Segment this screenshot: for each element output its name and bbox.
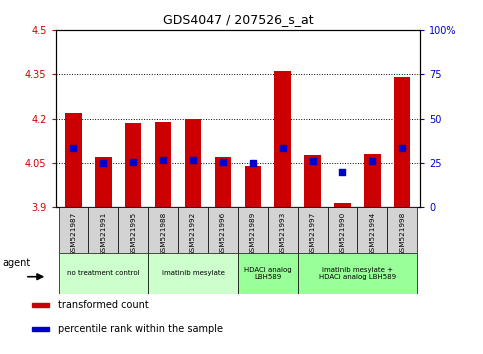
Text: percentile rank within the sample: percentile rank within the sample	[58, 324, 223, 334]
Bar	[32, 303, 49, 307]
FancyBboxPatch shape	[208, 207, 238, 253]
FancyBboxPatch shape	[298, 207, 327, 253]
Bar	[364, 154, 381, 207]
Bar	[185, 119, 201, 207]
FancyBboxPatch shape	[88, 207, 118, 253]
Bar	[244, 166, 261, 207]
Text: no treatment control: no treatment control	[67, 270, 140, 276]
Bar	[65, 113, 82, 207]
FancyBboxPatch shape	[238, 207, 268, 253]
Point	[249, 160, 256, 166]
FancyBboxPatch shape	[268, 207, 298, 253]
Text: agent: agent	[3, 258, 31, 268]
Text: GSM521991: GSM521991	[100, 212, 106, 256]
Text: GSM521998: GSM521998	[399, 212, 405, 256]
Point	[129, 159, 137, 165]
Bar	[95, 157, 112, 207]
Point	[99, 160, 107, 166]
Point	[309, 159, 316, 164]
Point	[369, 159, 376, 164]
FancyBboxPatch shape	[298, 253, 417, 294]
FancyBboxPatch shape	[357, 207, 387, 253]
Point	[159, 157, 167, 163]
Bar	[155, 121, 171, 207]
Point	[219, 159, 227, 165]
Text: GSM521996: GSM521996	[220, 212, 226, 256]
Text: HDACi analog
LBH589: HDACi analog LBH589	[244, 267, 292, 280]
Text: GSM521994: GSM521994	[369, 212, 375, 256]
Bar	[304, 155, 321, 207]
FancyBboxPatch shape	[387, 207, 417, 253]
Text: GSM521993: GSM521993	[280, 212, 286, 256]
FancyBboxPatch shape	[58, 253, 148, 294]
Bar	[334, 202, 351, 207]
FancyBboxPatch shape	[178, 207, 208, 253]
Text: GSM521989: GSM521989	[250, 212, 256, 256]
FancyBboxPatch shape	[58, 207, 88, 253]
Point	[339, 169, 346, 175]
Text: imatinib mesylate +
HDACi analog LBH589: imatinib mesylate + HDACi analog LBH589	[319, 267, 396, 280]
Text: GSM521988: GSM521988	[160, 212, 166, 256]
Point	[279, 145, 286, 151]
Text: GSM521992: GSM521992	[190, 212, 196, 256]
Text: imatinib mesylate: imatinib mesylate	[162, 270, 225, 276]
FancyBboxPatch shape	[118, 207, 148, 253]
Bar	[125, 123, 142, 207]
Bar	[394, 77, 411, 207]
Bar	[32, 327, 49, 331]
FancyBboxPatch shape	[238, 253, 298, 294]
Text: GSM521987: GSM521987	[71, 212, 76, 256]
Title: GDS4047 / 207526_s_at: GDS4047 / 207526_s_at	[163, 13, 313, 26]
Text: GSM521997: GSM521997	[310, 212, 315, 256]
FancyBboxPatch shape	[327, 207, 357, 253]
Bar	[215, 157, 231, 207]
Text: transformed count: transformed count	[58, 300, 149, 310]
FancyBboxPatch shape	[148, 253, 238, 294]
Bar	[274, 72, 291, 207]
Text: GSM521990: GSM521990	[340, 212, 345, 256]
Point	[70, 145, 77, 151]
Point	[398, 145, 406, 151]
Point	[189, 157, 197, 163]
FancyBboxPatch shape	[148, 207, 178, 253]
Text: GSM521995: GSM521995	[130, 212, 136, 256]
